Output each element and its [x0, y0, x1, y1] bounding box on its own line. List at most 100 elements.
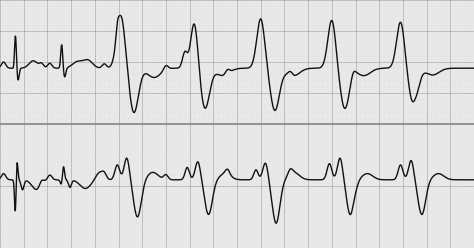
Point	[200, 147, 208, 151]
Point	[333, 103, 340, 107]
Point	[442, 159, 449, 163]
Point	[437, 196, 445, 200]
Point	[172, 35, 179, 39]
Point	[295, 10, 302, 14]
Point	[224, 122, 231, 126]
Point	[100, 41, 108, 45]
Point	[100, 122, 108, 126]
Point	[176, 196, 184, 200]
Point	[394, 91, 402, 95]
Point	[233, 159, 241, 163]
Point	[205, 0, 212, 2]
Point	[176, 48, 184, 52]
Point	[153, 54, 160, 58]
Point	[319, 209, 326, 213]
Point	[285, 54, 293, 58]
Point	[86, 122, 94, 126]
Point	[423, 4, 430, 8]
Point	[134, 221, 141, 225]
Point	[470, 72, 474, 76]
Point	[91, 41, 99, 45]
Point	[53, 134, 61, 138]
Point	[243, 234, 250, 238]
Point	[281, 66, 288, 70]
Point	[53, 41, 61, 45]
Point	[119, 246, 127, 248]
Point	[100, 79, 108, 83]
Point	[176, 234, 184, 238]
Point	[323, 4, 331, 8]
Point	[409, 29, 416, 33]
Point	[219, 110, 227, 114]
Point	[375, 110, 383, 114]
Point	[262, 17, 269, 21]
Point	[247, 35, 255, 39]
Point	[314, 29, 321, 33]
Point	[461, 66, 468, 70]
Point	[10, 66, 18, 70]
Point	[347, 48, 355, 52]
Point	[361, 10, 369, 14]
Point	[86, 246, 94, 248]
Point	[134, 91, 141, 95]
Point	[432, 48, 440, 52]
Point	[15, 110, 23, 114]
Point	[119, 103, 127, 107]
Point	[404, 85, 411, 89]
Point	[181, 122, 189, 126]
Point	[257, 97, 264, 101]
Point	[252, 29, 260, 33]
Point	[20, 23, 27, 27]
Point	[1, 10, 9, 14]
Point	[72, 91, 80, 95]
Point	[432, 134, 440, 138]
Point	[428, 116, 435, 120]
Point	[48, 54, 56, 58]
Point	[205, 35, 212, 39]
Point	[67, 48, 75, 52]
Point	[119, 209, 127, 213]
Point	[44, 41, 51, 45]
Point	[428, 159, 435, 163]
Point	[29, 246, 37, 248]
Point	[266, 103, 274, 107]
Point	[290, 54, 298, 58]
Point	[181, 147, 189, 151]
Point	[300, 91, 307, 95]
Point	[300, 209, 307, 213]
Point	[214, 134, 222, 138]
Point	[91, 72, 99, 76]
Point	[210, 110, 217, 114]
Point	[447, 72, 454, 76]
Point	[72, 97, 80, 101]
Point	[366, 91, 374, 95]
Point	[276, 122, 283, 126]
Point	[20, 172, 27, 176]
Point	[276, 4, 283, 8]
Point	[399, 29, 407, 33]
Point	[266, 35, 274, 39]
Point	[72, 41, 80, 45]
Point	[342, 60, 350, 64]
Point	[219, 29, 227, 33]
Point	[394, 122, 402, 126]
Point	[91, 209, 99, 213]
Point	[143, 23, 151, 27]
Point	[91, 159, 99, 163]
Point	[465, 221, 473, 225]
Point	[67, 17, 75, 21]
Point	[442, 91, 449, 95]
Point	[347, 184, 355, 188]
Point	[285, 110, 293, 114]
Point	[285, 60, 293, 64]
Point	[366, 172, 374, 176]
Point	[380, 97, 388, 101]
Point	[323, 184, 331, 188]
Point	[304, 134, 312, 138]
Point	[167, 41, 174, 45]
Point	[58, 116, 65, 120]
Point	[300, 184, 307, 188]
Point	[342, 209, 350, 213]
Point	[110, 23, 118, 27]
Point	[323, 17, 331, 21]
